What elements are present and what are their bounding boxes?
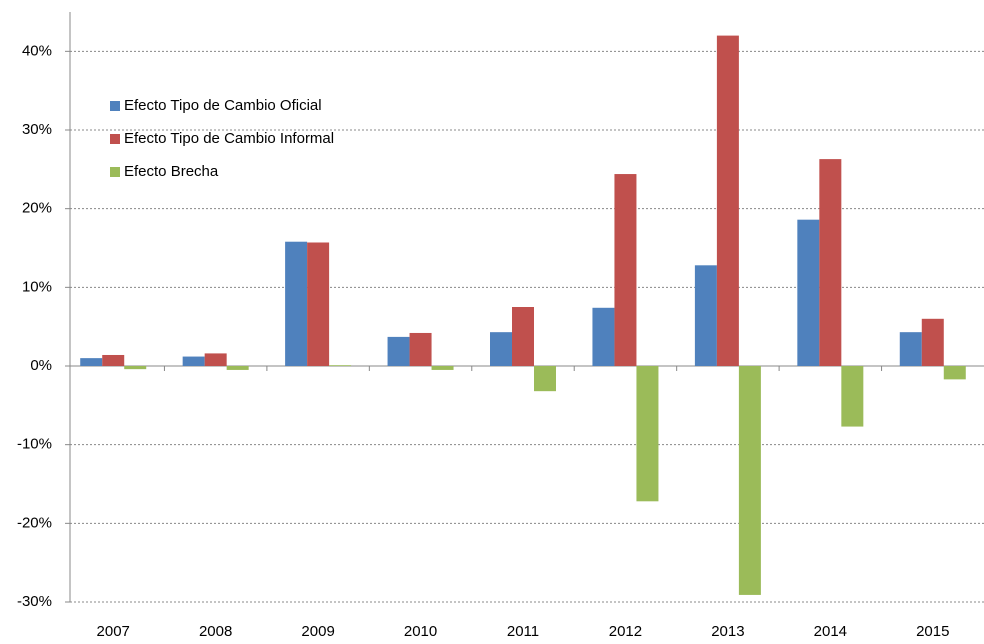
legend-label: Efecto Tipo de Cambio Oficial (124, 97, 322, 114)
y-tick-label: 40% (22, 42, 52, 59)
bar (285, 241, 308, 366)
legend-swatch (110, 167, 120, 177)
x-tick-label: 2008 (199, 623, 232, 640)
y-tick-label: 30% (22, 121, 52, 138)
bar (80, 358, 103, 366)
bar (204, 353, 227, 366)
x-tick-label: 2013 (711, 623, 744, 640)
legend-label: Efecto Tipo de Cambio Informal (124, 130, 334, 147)
x-tick-label: 2010 (404, 623, 437, 640)
bar (943, 366, 966, 380)
y-tick-label: 20% (22, 200, 52, 217)
y-tick-label: -30% (17, 593, 52, 610)
bar (307, 242, 330, 366)
bar (409, 332, 432, 366)
y-tick-label: -10% (17, 436, 52, 453)
bar (431, 366, 454, 370)
bar (819, 159, 842, 366)
bar (512, 307, 534, 366)
y-tick-label: 0% (30, 357, 52, 374)
bar (182, 356, 205, 366)
x-tick-label: 2015 (916, 623, 949, 640)
legend-swatch (110, 134, 120, 144)
bar (694, 265, 717, 366)
bar (636, 366, 659, 502)
x-tick-label: 2012 (609, 623, 642, 640)
bar (102, 354, 125, 366)
bar (738, 366, 761, 595)
bar (226, 366, 249, 370)
bar (490, 332, 512, 366)
bar (592, 307, 615, 366)
bar (124, 366, 147, 370)
x-tick-label: 2009 (301, 623, 334, 640)
x-tick-label: 2007 (97, 623, 130, 640)
bar (921, 318, 944, 366)
bar (716, 35, 739, 366)
x-tick-label: 2014 (814, 623, 847, 640)
bar (614, 174, 637, 366)
legend-swatch (110, 101, 120, 111)
legend-label: Efecto Brecha (124, 163, 219, 180)
bar (797, 219, 820, 366)
bar (329, 365, 352, 366)
x-tick-label: 2011 (507, 623, 539, 640)
bar (841, 366, 864, 427)
y-tick-label: -20% (17, 514, 52, 531)
y-tick-label: 10% (22, 278, 52, 295)
bar (387, 336, 410, 366)
bar (534, 366, 556, 392)
bar (899, 332, 922, 366)
